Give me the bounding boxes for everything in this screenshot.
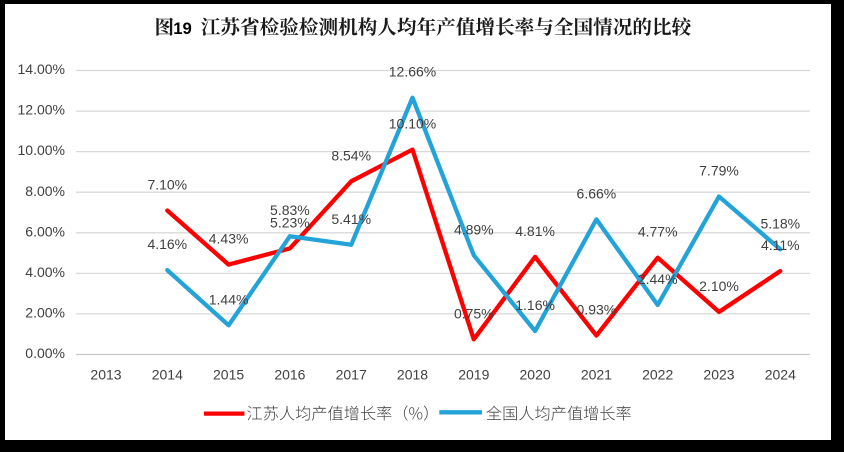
svg-text:5.83%: 5.83% <box>270 202 310 218</box>
svg-text:2020: 2020 <box>520 367 551 383</box>
svg-text:4.00%: 4.00% <box>25 264 65 280</box>
svg-text:1.44%: 1.44% <box>209 291 249 307</box>
svg-text:10.10%: 10.10% <box>389 116 436 132</box>
svg-text:2014: 2014 <box>152 367 183 383</box>
svg-text:6.66%: 6.66% <box>577 185 617 201</box>
svg-text:2.44%: 2.44% <box>638 271 678 287</box>
svg-text:8.00%: 8.00% <box>25 183 65 199</box>
svg-text:0.93%: 0.93% <box>577 302 617 318</box>
svg-text:7.79%: 7.79% <box>699 163 739 179</box>
svg-text:4.89%: 4.89% <box>454 221 494 237</box>
svg-text:8.54%: 8.54% <box>331 147 371 163</box>
svg-text:1.16%: 1.16% <box>515 297 555 313</box>
svg-text:7.10%: 7.10% <box>147 177 187 193</box>
svg-text:0.00%: 0.00% <box>25 345 65 361</box>
svg-text:5.23%: 5.23% <box>270 214 310 230</box>
svg-text:4.77%: 4.77% <box>638 224 678 240</box>
svg-text:5.18%: 5.18% <box>760 215 800 231</box>
svg-text:4.81%: 4.81% <box>515 223 555 239</box>
svg-text:2021: 2021 <box>581 367 612 383</box>
svg-text:0.75%: 0.75% <box>454 305 494 321</box>
svg-text:12.00%: 12.00% <box>18 102 65 118</box>
svg-text:4.11%: 4.11% <box>761 237 800 253</box>
svg-text:4.43%: 4.43% <box>209 231 249 247</box>
svg-text:2022: 2022 <box>642 367 673 383</box>
svg-text:2.10%: 2.10% <box>699 278 739 294</box>
svg-text:14.00%: 14.00% <box>18 61 65 77</box>
svg-text:2023: 2023 <box>703 367 734 383</box>
svg-text:2024: 2024 <box>765 367 796 383</box>
svg-text:19: 19 <box>173 19 192 38</box>
svg-text:6.00%: 6.00% <box>25 223 65 239</box>
svg-text:2013: 2013 <box>90 367 121 383</box>
svg-text:10.00%: 10.00% <box>18 142 65 158</box>
svg-text:2016: 2016 <box>274 367 305 383</box>
svg-text:2.00%: 2.00% <box>25 305 65 321</box>
svg-text:2015: 2015 <box>213 367 244 383</box>
svg-text:2018: 2018 <box>397 367 428 383</box>
svg-text:2017: 2017 <box>336 367 367 383</box>
svg-text:5.41%: 5.41% <box>331 211 371 227</box>
svg-text:12.66%: 12.66% <box>389 64 436 80</box>
svg-text:4.16%: 4.16% <box>147 236 187 252</box>
svg-text:2019: 2019 <box>458 367 489 383</box>
